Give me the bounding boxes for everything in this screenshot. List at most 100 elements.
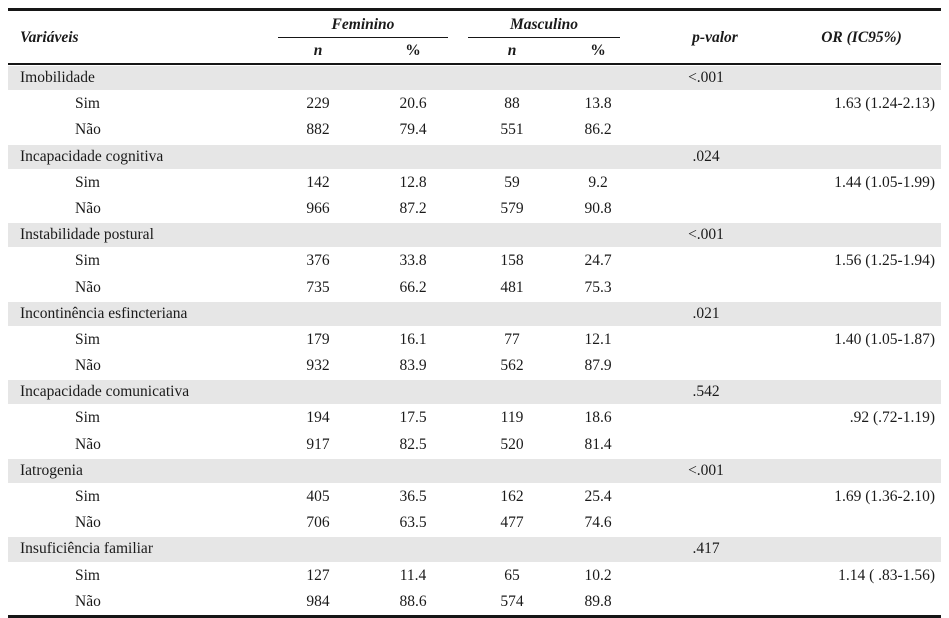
feminino-n: 179	[306, 330, 330, 348]
p-value: .542	[692, 383, 720, 401]
feminino-pct: 17.5	[399, 409, 427, 427]
p-value: <.001	[688, 226, 724, 244]
odds-ratio-value: 1.44 (1.05-1.99)	[834, 173, 935, 191]
variable-name: Incapacidade comunicativa	[20, 383, 190, 401]
statistics-table: Variáveis Feminino Masculino p-valor OR …	[8, 8, 941, 618]
feminino-n: 735	[306, 278, 330, 296]
variable-name: Iatrogenia	[20, 461, 83, 479]
header-p-valor: p-valor	[692, 28, 738, 46]
variable-name: Incapacidade cognitiva	[20, 147, 164, 165]
row-label: Sim	[75, 409, 100, 427]
masculino-pct: 10.2	[584, 566, 612, 584]
table-data-row: Sim 405 36.5 162 25.4 1.69 (1.36-2.10)	[8, 484, 941, 510]
feminino-pct: 63.5	[399, 514, 427, 532]
masculino-n: 562	[500, 357, 524, 375]
feminino-pct: 36.5	[399, 488, 427, 505]
masculino-pct: 13.8	[584, 95, 612, 113]
table-body: Imobilidade <.001 Sim 229 20.6 88 13.8 1…	[8, 65, 941, 615]
masculino-n: 574	[500, 592, 524, 610]
variable-name: Insuficiência familiar	[20, 540, 153, 558]
feminino-pct: 66.2	[399, 278, 427, 296]
masculino-n: 162	[500, 488, 524, 505]
masculino-n: 477	[500, 514, 524, 532]
header-feminino-pct: %	[405, 41, 421, 59]
header-variables: Variáveis	[20, 28, 79, 46]
odds-ratio-value: 1.40 (1.05-1.87)	[834, 330, 935, 348]
row-label: Não	[75, 357, 101, 375]
masculino-n: 59	[504, 173, 520, 191]
feminino-n: 405	[306, 488, 330, 505]
table-section-row: Imobilidade <.001	[8, 65, 941, 92]
masculino-n: 119	[500, 409, 524, 427]
p-value: .021	[692, 304, 720, 322]
table-data-row: Não 706 63.5 477 74.6	[8, 510, 941, 536]
masculino-pct: 24.7	[584, 252, 612, 270]
row-label: Sim	[75, 95, 100, 113]
feminino-n: 194	[306, 409, 330, 427]
masculino-pct: 90.8	[584, 199, 612, 217]
header-masculino-n: n	[507, 41, 517, 59]
masculino-pct: 74.6	[584, 514, 612, 532]
row-label: Não	[75, 121, 101, 139]
row-label: Sim	[75, 252, 100, 270]
row-label: Não	[75, 592, 101, 610]
table-data-row: Não 917 82.5 520 81.4	[8, 432, 941, 458]
feminino-pct: 88.6	[399, 592, 427, 610]
table-data-row: Não 882 79.4 551 86.2	[8, 117, 941, 143]
p-value: <.001	[688, 69, 724, 86]
table-data-row: Sim 376 33.8 158 24.7 1.56 (1.25-1.94)	[8, 248, 941, 274]
feminino-n: 932	[306, 357, 330, 375]
table-section-row: Insuficiência familiar .417	[8, 536, 941, 563]
masculino-pct: 75.3	[584, 278, 612, 296]
masculino-pct: 89.8	[584, 592, 612, 610]
table-header: Variáveis Feminino Masculino p-valor OR …	[8, 11, 941, 65]
header-masculino-pct: %	[590, 41, 606, 59]
feminino-n: 706	[306, 514, 330, 532]
odds-ratio-value: 1.14 ( .83-1.56)	[838, 566, 935, 584]
row-label: Sim	[75, 173, 100, 191]
masculino-pct: 86.2	[584, 121, 612, 139]
header-feminino-n: n	[313, 41, 323, 59]
row-label: Sim	[75, 330, 100, 348]
feminino-pct: 11.4	[399, 566, 427, 584]
row-label: Sim	[75, 488, 100, 505]
feminino-pct: 79.4	[399, 121, 427, 139]
row-label: Não	[75, 278, 101, 296]
variable-name: Instabilidade postural	[20, 226, 154, 244]
table-data-row: Sim 179 16.1 77 12.1 1.40 (1.05-1.87)	[8, 327, 941, 353]
masculino-pct: 81.4	[584, 435, 612, 453]
p-value: .417	[692, 540, 720, 558]
row-label: Não	[75, 435, 101, 453]
feminino-pct: 87.2	[399, 199, 427, 217]
feminino-n: 376	[306, 252, 330, 270]
table-section-row: Incontinência esfincteriana .021	[8, 300, 941, 327]
table-section-row: Iatrogenia <.001	[8, 457, 941, 484]
table-section-row: Incapacidade cognitiva .024	[8, 143, 941, 170]
table-section-row: Instabilidade postural <.001	[8, 222, 941, 249]
feminino-n: 882	[306, 121, 330, 139]
feminino-pct: 82.5	[399, 435, 427, 453]
variable-name: Imobilidade	[20, 69, 95, 86]
feminino-n: 127	[306, 566, 330, 584]
feminino-n: 966	[306, 199, 330, 217]
table-data-row: Não 735 66.2 481 75.3	[8, 275, 941, 301]
table-data-row: Não 984 88.6 574 89.8	[8, 589, 941, 615]
masculino-n: 579	[500, 199, 524, 217]
row-label: Não	[75, 514, 101, 532]
odds-ratio-value: 1.56 (1.25-1.94)	[834, 252, 935, 270]
table-data-row: Não 966 87.2 579 90.8	[8, 196, 941, 222]
row-label: Não	[75, 199, 101, 217]
masculino-pct: 18.6	[584, 409, 612, 427]
masculino-n: 481	[500, 278, 524, 296]
feminino-n: 917	[306, 435, 330, 453]
masculino-n: 65	[504, 566, 520, 584]
masculino-pct: 25.4	[584, 488, 612, 505]
feminino-n: 984	[306, 592, 330, 610]
p-value: .024	[692, 147, 720, 165]
masculino-pct: 12.1	[584, 330, 612, 348]
masculino-pct: 9.2	[588, 173, 608, 191]
table-data-row: Não 932 83.9 562 87.9	[8, 353, 941, 379]
masculino-n: 88	[504, 95, 520, 113]
feminino-pct: 83.9	[399, 357, 427, 375]
odds-ratio-value: 1.69 (1.36-2.10)	[834, 488, 935, 505]
